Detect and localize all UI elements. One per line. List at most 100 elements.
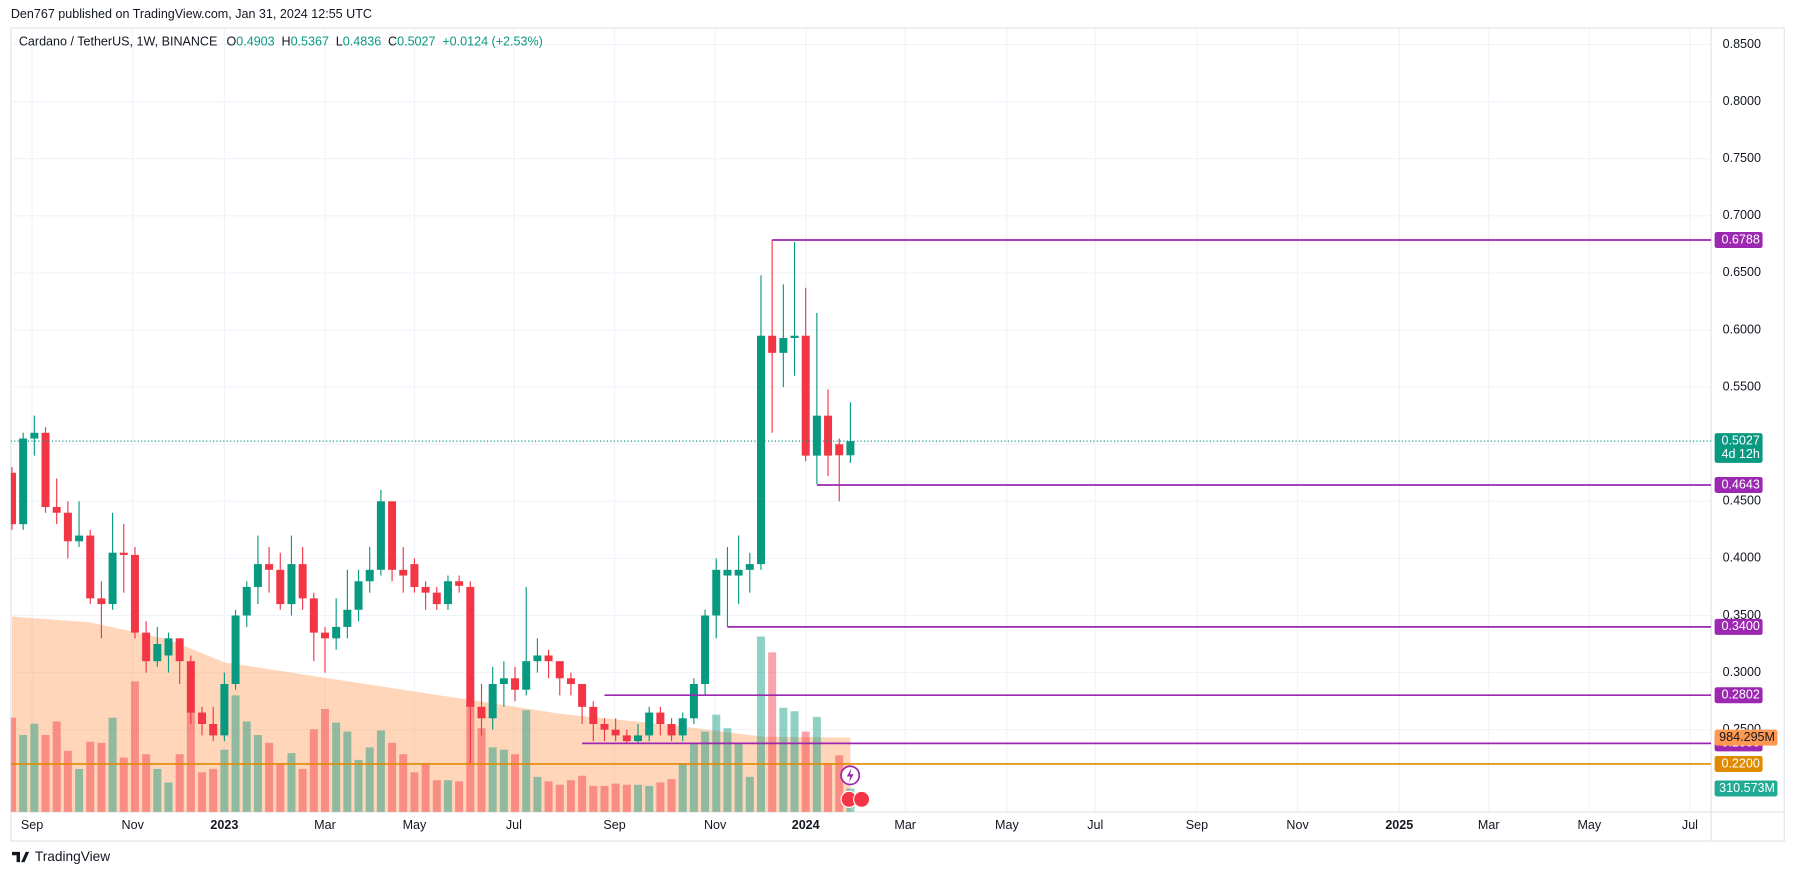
footer: TradingView xyxy=(35,849,110,864)
volume-tag-text: 310.573M xyxy=(1719,781,1775,795)
candle-body xyxy=(779,338,788,353)
volume-bar xyxy=(298,768,307,812)
candle-body xyxy=(186,661,195,713)
volume-bar xyxy=(63,750,72,812)
candle-body xyxy=(645,712,654,736)
volume-bar xyxy=(511,754,520,812)
y-tick-label: 0.5500 xyxy=(1723,379,1761,393)
price-tag-text: 0.5027 xyxy=(1721,433,1759,447)
price-tag xyxy=(1714,687,1763,704)
candle-body xyxy=(812,415,821,456)
candle-body xyxy=(835,444,844,456)
candle-body xyxy=(276,569,285,605)
x-tick-label: Jul xyxy=(1682,818,1698,832)
candle-body xyxy=(52,507,61,513)
x-tick-label: 2024 xyxy=(792,818,820,832)
footer-logo: TradingView xyxy=(12,849,110,864)
candle-body xyxy=(30,432,39,439)
close-value: 0.5027 xyxy=(397,35,435,49)
volume-bar xyxy=(130,681,139,812)
volume-bar xyxy=(388,742,397,812)
price-tag xyxy=(1714,618,1763,635)
y-tick-label: 0.6000 xyxy=(1723,322,1761,336)
x-tick-label: Mar xyxy=(894,818,916,832)
candle-body xyxy=(209,723,218,736)
event-icon xyxy=(846,768,854,783)
candle-body xyxy=(600,723,609,730)
x-tick-label: Mar xyxy=(314,818,336,832)
candle-body xyxy=(544,655,553,662)
candle-body xyxy=(231,615,240,685)
volume-bar xyxy=(734,742,743,812)
volume-bar xyxy=(86,741,95,812)
y-tick-label: 0.8500 xyxy=(1723,37,1761,51)
ohlc-letter: C xyxy=(388,35,397,49)
candle-body xyxy=(477,706,486,719)
candle-body xyxy=(667,723,676,736)
volume-bar xyxy=(499,749,508,812)
candle-body xyxy=(566,678,575,685)
candle-body xyxy=(119,552,128,555)
volume-bar xyxy=(678,763,687,812)
candle-body xyxy=(790,335,799,339)
candle-body xyxy=(175,638,184,662)
volume-bar xyxy=(768,652,777,812)
candle-body xyxy=(220,684,229,736)
logo-mark xyxy=(12,851,30,863)
volume-bar xyxy=(320,708,329,812)
candle-body xyxy=(611,729,620,736)
candle-body xyxy=(320,632,329,639)
volume-bar xyxy=(522,710,531,812)
volume-bar xyxy=(209,768,218,812)
candle-body xyxy=(824,415,833,456)
price-tag-text: 0.6788 xyxy=(1721,232,1759,246)
candle-body xyxy=(298,564,307,599)
volume-bar xyxy=(343,731,352,812)
x-tick-label: Sep xyxy=(21,818,43,832)
volume-bar xyxy=(835,755,844,812)
volume-bar xyxy=(220,749,229,812)
price-tag xyxy=(1714,433,1763,463)
price-tag-text: 0.2802 xyxy=(1721,688,1759,702)
y-tick-label: 0.3000 xyxy=(1723,665,1761,679)
volume-bar xyxy=(399,754,408,812)
price-tag xyxy=(1714,476,1763,493)
y-tick-label: 0.7000 xyxy=(1723,208,1761,222)
candle-body xyxy=(421,586,430,593)
volume-bar xyxy=(578,775,587,812)
chart-frame xyxy=(10,27,1785,842)
candle-body xyxy=(164,638,173,656)
candle-body xyxy=(343,609,352,627)
x-tick-label: Nov xyxy=(1286,818,1309,832)
candle-body xyxy=(432,592,441,605)
candle-body xyxy=(701,615,710,685)
x-tick-label: Sep xyxy=(603,818,625,832)
volume-bar xyxy=(97,742,106,812)
x-tick-label: Jul xyxy=(506,818,522,832)
volume-bar xyxy=(253,734,262,812)
candle-body xyxy=(634,735,643,742)
candle-body xyxy=(499,678,508,685)
volume-bar xyxy=(622,784,631,812)
volume-bar xyxy=(265,742,274,812)
candle-body xyxy=(388,501,397,570)
candle-body xyxy=(41,432,50,508)
volume-bar xyxy=(432,780,441,812)
volume-bar xyxy=(41,734,50,812)
legend: Cardano / TetherUS, 1W, BINANCE O0.4903 H0… xyxy=(19,35,543,49)
price-tag-text: 0.4643 xyxy=(1721,477,1759,491)
candle-body xyxy=(198,712,207,724)
candle-body xyxy=(19,438,28,525)
x-tick-label: May xyxy=(995,818,1019,832)
volume-bar xyxy=(119,757,128,812)
ohlc-letter: O xyxy=(227,35,237,49)
candle-body xyxy=(756,335,765,565)
x-tick-label: Sep xyxy=(1186,818,1208,832)
volume-bar xyxy=(555,784,564,812)
volume-ma-tag-text: 984.295M xyxy=(1719,730,1775,744)
volume-bar xyxy=(634,784,643,812)
volume-bar xyxy=(75,768,84,812)
volume-bar xyxy=(533,776,542,812)
volume-bar xyxy=(477,728,486,812)
